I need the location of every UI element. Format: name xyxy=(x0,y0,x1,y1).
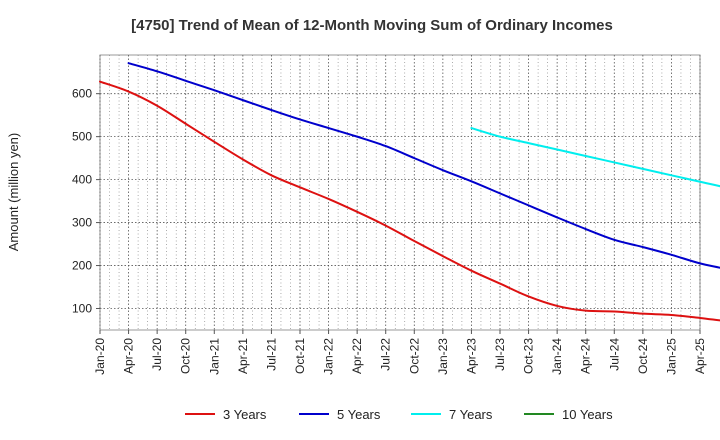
x-tick-label: Apr-20 xyxy=(122,338,136,374)
x-tick-label: Apr-21 xyxy=(236,338,250,374)
legend-item-3-years: 3 Years xyxy=(185,407,267,422)
legend-item-10-years: 10 Years xyxy=(524,407,613,422)
chart-title: [4750] Trend of Mean of 12-Month Moving … xyxy=(131,17,613,34)
y-tick-label: 200 xyxy=(72,259,92,273)
series-line-7-years xyxy=(470,127,720,188)
y-tick-label: 500 xyxy=(72,130,92,144)
series-line-5-years xyxy=(127,62,720,269)
x-tick-label: Oct-21 xyxy=(293,338,307,374)
x-tick-label: Jan-23 xyxy=(436,338,450,375)
x-tick-label: Apr-24 xyxy=(579,338,593,374)
x-tick-label: Jul-24 xyxy=(607,338,621,371)
x-tick-label: Jan-24 xyxy=(550,338,564,375)
x-tick-label: Oct-20 xyxy=(179,338,193,374)
x-axis-ticks: Jan-20 Apr-20 Jul-20 Oct-20 Jan-21 Apr-21 Jul-… xyxy=(93,330,707,375)
x-tick-label: Jan-21 xyxy=(207,338,221,375)
x-tick-label: Oct-24 xyxy=(636,338,650,374)
plot-frame xyxy=(99,54,701,331)
legend-label: 7 Years xyxy=(449,407,493,422)
legend-item-5-years: 5 Years xyxy=(299,407,381,422)
y-tick-label: 600 xyxy=(72,87,92,101)
y-tick-label: 400 xyxy=(72,173,92,187)
y-tick-label: 300 xyxy=(72,216,92,230)
legend: 3 Years 5 Years 7 Years 10 Years xyxy=(185,407,613,422)
x-tick-label: Jul-22 xyxy=(379,338,393,371)
legend-label: 5 Years xyxy=(337,407,381,422)
x-tick-label: Jul-23 xyxy=(493,338,507,371)
series-lines xyxy=(99,62,720,322)
x-tick-label: Jan-20 xyxy=(93,338,107,375)
y-axis-ticks: 100 200 300 400 500 600 xyxy=(72,87,100,316)
x-tick-label: Apr-22 xyxy=(350,338,364,374)
x-tick-label: Jul-20 xyxy=(150,338,164,371)
x-tick-label: Jan-25 xyxy=(664,338,678,375)
x-tick-label: Oct-22 xyxy=(407,338,421,374)
y-tick-label: 100 xyxy=(72,302,92,316)
grid-lines xyxy=(99,55,701,330)
legend-item-7-years: 7 Years xyxy=(411,407,493,422)
x-tick-label: Apr-25 xyxy=(693,338,707,374)
x-tick-label: Oct-23 xyxy=(522,338,536,374)
x-tick-label: Apr-23 xyxy=(464,338,478,374)
x-tick-label: Jul-21 xyxy=(264,338,278,371)
y-axis-label: Amount (million yen) xyxy=(6,133,21,252)
series-line-3-years xyxy=(99,80,720,322)
x-tick-label: Jan-22 xyxy=(322,338,336,375)
legend-label: 3 Years xyxy=(223,407,267,422)
plot-area xyxy=(99,54,720,331)
legend-label: 10 Years xyxy=(562,407,613,422)
